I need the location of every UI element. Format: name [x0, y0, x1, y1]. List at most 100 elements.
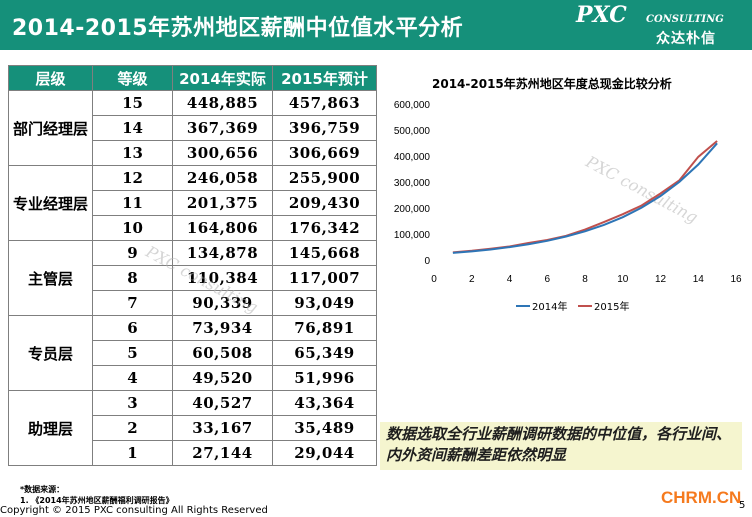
value-2015-cell: 35,489	[272, 415, 377, 441]
level-cell: 2	[92, 415, 173, 441]
value-2015-cell: 457,863	[272, 90, 377, 116]
x-tick-label: 16	[730, 274, 742, 285]
value-2014-cell: 300,656	[172, 140, 273, 166]
note-box: 数据选取全行业薪酬调研数据的中位值，各行业间、内外资间薪酬差距依然明显	[380, 422, 742, 470]
value-2014-cell: 40,527	[172, 390, 273, 416]
value-2015-cell: 396,759	[272, 115, 377, 141]
salary-table: 层级 等级 2014年实际 2015年预计 部门经理层 15 448,885 457,…	[8, 65, 377, 466]
table-header-row: 层级 等级 2014年实际 2015年预计	[8, 65, 377, 91]
level-cell: 11	[92, 190, 173, 216]
x-tick-label: 14	[693, 274, 705, 285]
header-bar: 2014-2015年苏州地区薪酬中位值水平分析 PXC CONSULTING 众…	[0, 0, 752, 50]
y-tick-label: 200,000	[394, 204, 431, 215]
value-2014-cell: 60,508	[172, 340, 273, 366]
level-cell: 3	[92, 390, 173, 416]
table-row: 1 27,144 29,044	[9, 440, 377, 466]
y-tick-label: 300,000	[394, 178, 431, 189]
y-tick-label: 500,000	[394, 126, 431, 137]
table-body: 部门经理层 15 448,885 457,863 14 367,369 396,759 13 3…	[8, 90, 377, 466]
x-tick-label: 8	[582, 274, 588, 285]
table-row: 部门经理层 15 448,885 457,863	[8, 90, 377, 166]
level-cell: 7	[92, 290, 173, 316]
header-2014: 2014年实际	[172, 65, 273, 91]
level-cell: 8	[92, 265, 173, 291]
level-cell: 6	[92, 315, 173, 341]
y-tick-label: 600,000	[394, 100, 431, 111]
header-2015: 2015年预计	[272, 65, 377, 91]
table-row: 13 300,656 306,669	[9, 140, 377, 166]
value-2014-cell: 164,806	[172, 215, 273, 241]
logo-main-text: PXC	[576, 2, 627, 28]
level-cell: 14	[92, 115, 173, 141]
table-row: 5 60,508 65,349	[9, 340, 377, 366]
x-tick-label: 10	[617, 274, 629, 285]
value-2014-cell: 201,375	[172, 190, 273, 216]
x-tick-label: 12	[655, 274, 667, 285]
value-2015-cell: 209,430	[272, 190, 377, 216]
x-tick-label: 4	[507, 274, 513, 285]
level-cell: 4	[92, 365, 173, 391]
value-2014-cell: 367,369	[172, 115, 273, 141]
page-title: 2014-2015年苏州地区薪酬中位值水平分析	[12, 16, 464, 41]
legend-label: 2015年	[594, 300, 629, 313]
tier-cell: 助理层	[8, 390, 93, 466]
value-2014-cell: 73,934	[172, 315, 273, 341]
value-2015-cell: 29,044	[272, 440, 377, 466]
x-tick-label: 0	[431, 274, 437, 285]
table-row: 专业经理层 12 246,058 255,900	[8, 165, 377, 241]
tier-cell: 主管层	[8, 240, 93, 316]
tier-cell: 专业经理层	[8, 165, 93, 241]
series-line-0	[452, 142, 718, 254]
table-row: 14 367,369 396,759	[9, 115, 377, 141]
value-2014-cell: 27,144	[172, 440, 273, 466]
value-2015-cell: 43,364	[272, 390, 377, 416]
site-logo-text: CHRM.CN	[661, 488, 742, 507]
value-2015-cell: 117,007	[272, 265, 377, 291]
line-chart: 0 100,000 200,000 300,000 400,000 500,000 600,…	[394, 100, 742, 313]
table-row: 7 90,339 93,049	[9, 290, 377, 316]
header-tier: 层级	[8, 65, 93, 91]
header-level: 等级	[92, 65, 173, 91]
level-cell: 15	[92, 90, 173, 116]
value-2015-cell: 65,349	[272, 340, 377, 366]
logo-sub-text: CONSULTING	[646, 14, 724, 25]
x-tick-label: 2	[469, 274, 475, 285]
table-row: 主管层 9 134,878 145,668	[8, 240, 377, 316]
level-cell: 13	[92, 140, 173, 166]
note-text: 数据选取全行业薪酬调研数据的中位值，各行业间、内外资间薪酬差距依然明显	[386, 425, 732, 464]
table-row: 10 164,806 176,342	[9, 215, 377, 241]
tier-cell: 部门经理层	[8, 90, 93, 166]
value-2014-cell: 90,339	[172, 290, 273, 316]
value-2015-cell: 93,049	[272, 290, 377, 316]
y-tick-label: 100,000	[394, 230, 431, 241]
table-row: 11 201,375 209,430	[9, 190, 377, 216]
source-title: *数据来源：	[20, 485, 65, 494]
page-number: 5	[739, 500, 746, 511]
table-row: 专员层 6 73,934 76,891	[8, 315, 377, 391]
table-row: 8 110,384 117,007	[9, 265, 377, 291]
value-2015-cell: 306,669	[272, 140, 377, 166]
series-line-1	[452, 140, 718, 254]
level-cell: 5	[92, 340, 173, 366]
level-cell: 1	[92, 440, 173, 466]
value-2015-cell: 51,996	[272, 365, 377, 391]
logo-cn-text: 众达朴信	[656, 31, 716, 47]
level-cell: 9	[92, 240, 173, 266]
value-2015-cell: 145,668	[272, 240, 377, 266]
x-tick-label: 6	[544, 274, 550, 285]
copyright-text: Copyright © 2015 PXC consulting All Righ…	[0, 505, 268, 516]
value-2015-cell: 76,891	[272, 315, 377, 341]
value-2014-cell: 134,878	[172, 240, 273, 266]
y-tick-label: 400,000	[394, 152, 431, 163]
value-2014-cell: 33,167	[172, 415, 273, 441]
chart-title: 2014-2015年苏州地区年度总现金比较分析	[432, 77, 672, 91]
level-cell: 12	[92, 165, 173, 191]
value-2015-cell: 176,342	[272, 215, 377, 241]
table-row: 4 49,520 51,996	[9, 365, 377, 391]
y-tick-label: 0	[424, 256, 430, 267]
value-2015-cell: 255,900	[272, 165, 377, 191]
pxc-logo: PXC CONSULTING 众达朴信	[548, 2, 748, 48]
value-2014-cell: 448,885	[172, 90, 273, 116]
value-2014-cell: 246,058	[172, 165, 273, 191]
value-2014-cell: 49,520	[172, 365, 273, 391]
